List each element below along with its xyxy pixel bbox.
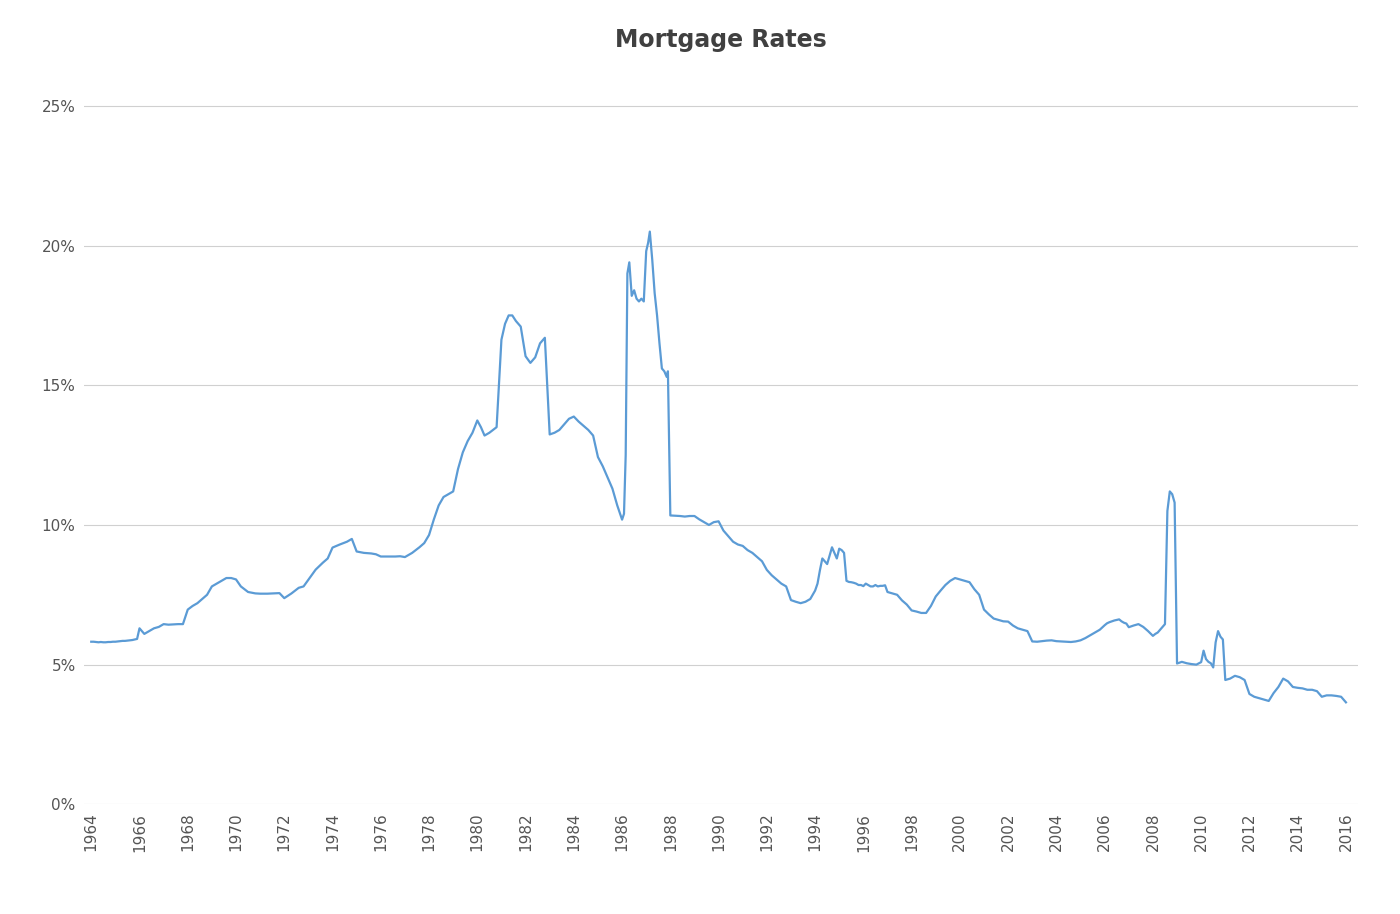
Title: Mortgage Rates: Mortgage Rates	[615, 28, 827, 52]
